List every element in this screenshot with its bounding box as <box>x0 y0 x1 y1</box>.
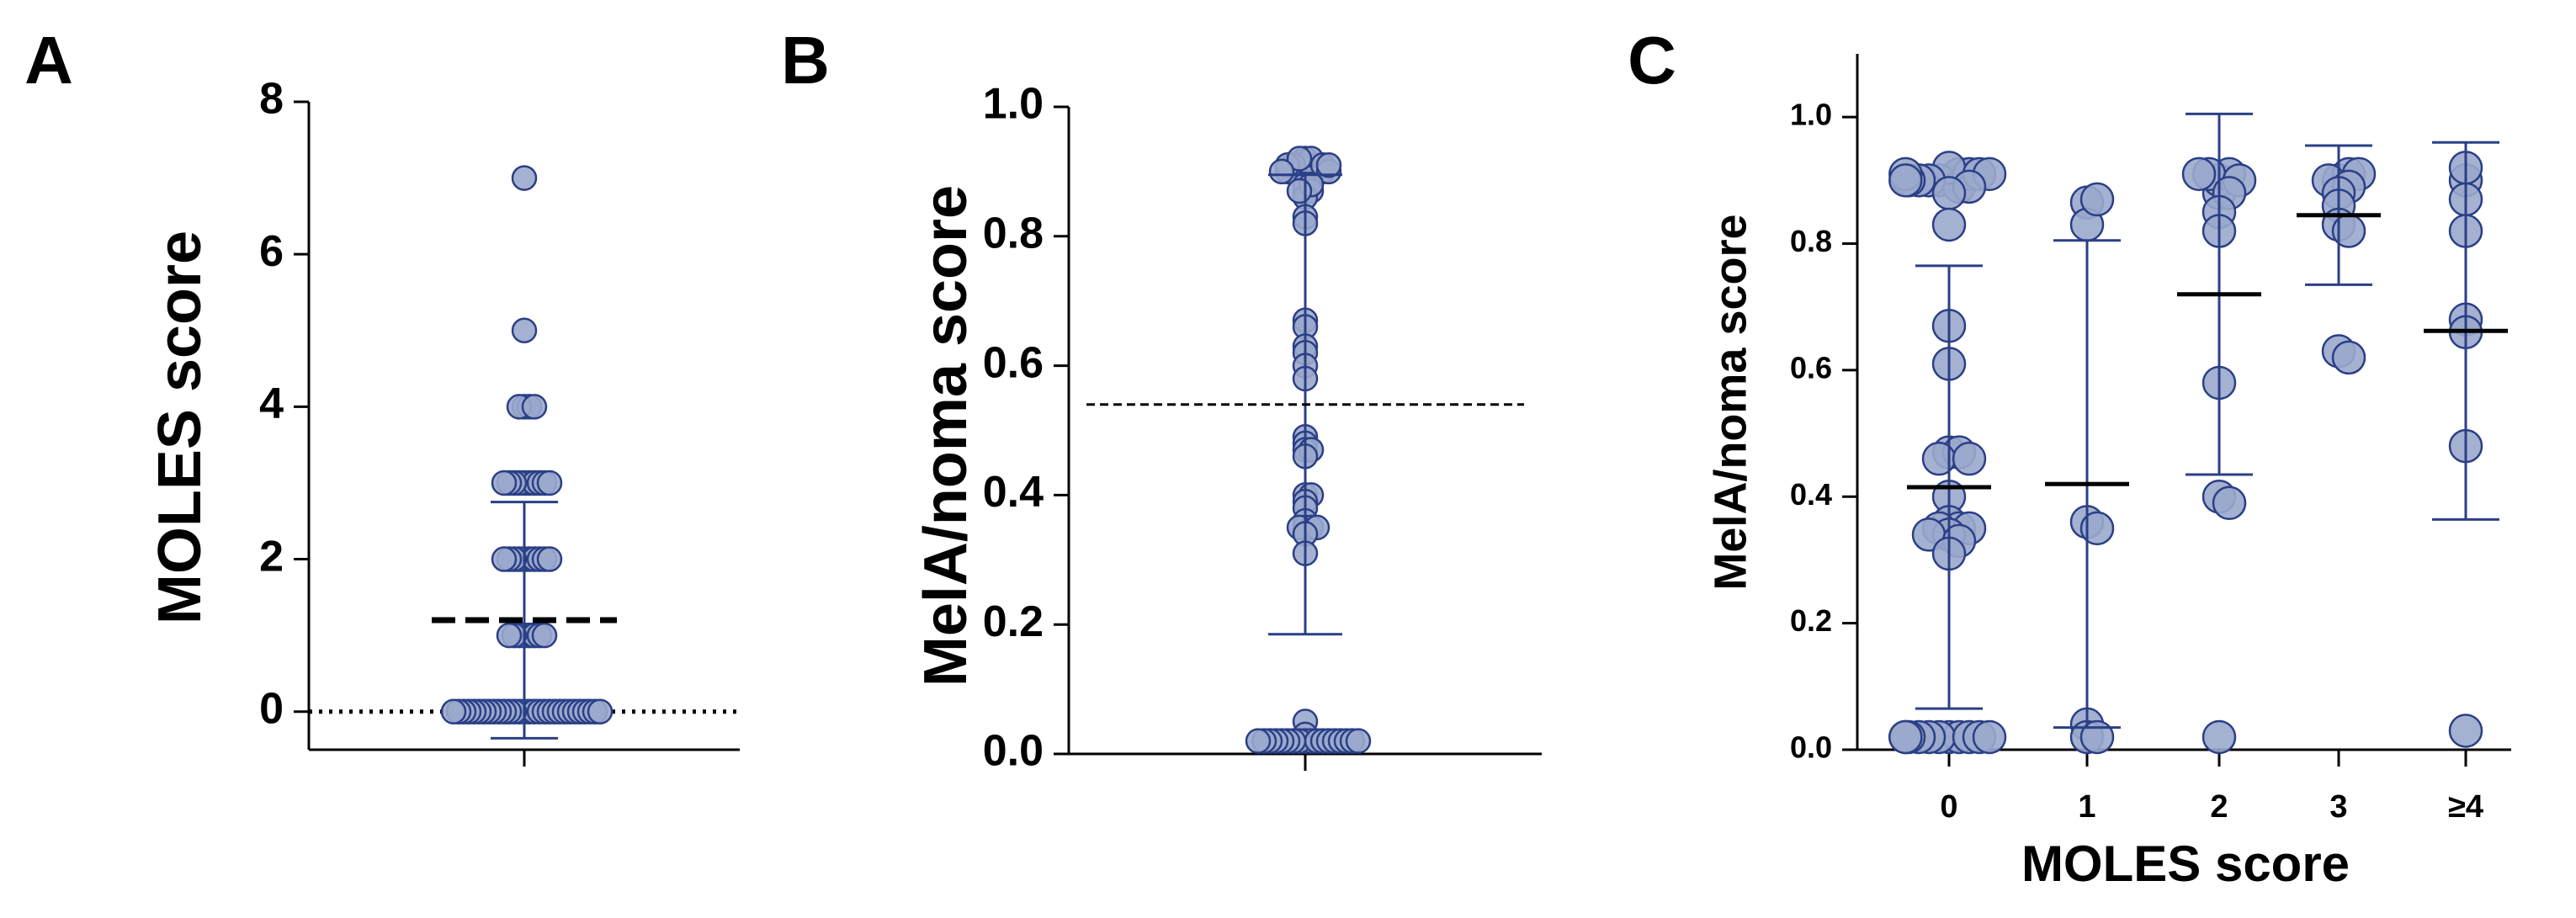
data-point <box>521 394 548 420</box>
data-point <box>1286 146 1313 172</box>
y-tick-label: 0.0 <box>1790 730 1832 765</box>
y-tick-label: 0.2 <box>983 597 1044 646</box>
data-point <box>491 470 518 496</box>
x-axis-label: MOLES score <box>2021 836 2350 892</box>
panel-label: A <box>24 23 73 98</box>
data-point <box>536 470 563 496</box>
data-point <box>2079 719 2115 755</box>
y-tick-label: 2 <box>259 532 284 581</box>
y-tick-label: 1.0 <box>1790 98 1832 132</box>
y-tick-label: 6 <box>259 227 284 276</box>
y-tick-label: 4 <box>259 379 284 428</box>
data-point <box>1315 151 1342 178</box>
data-point <box>2079 182 2115 217</box>
y-tick-label: 0.6 <box>983 338 1044 387</box>
y-tick-label: 0.8 <box>1790 224 1832 258</box>
data-point <box>536 546 563 572</box>
data-point <box>511 317 538 344</box>
data-point <box>1931 176 1967 210</box>
y-tick-label: 8 <box>259 75 284 124</box>
data-point <box>496 622 523 649</box>
y-axis-label: MOLES score <box>146 231 214 624</box>
data-point <box>1345 728 1372 754</box>
data-point <box>1931 207 1967 242</box>
y-tick-label: 1.0 <box>983 80 1044 129</box>
y-axis-label: MelA/noma score <box>912 185 980 687</box>
data-point <box>2448 714 2483 748</box>
y-tick-label: 0.2 <box>1790 603 1832 638</box>
data-point <box>1268 158 1295 185</box>
y-tick-label: 0 <box>259 684 284 733</box>
data-point <box>1245 728 1272 754</box>
y-tick-label: 0.4 <box>1790 477 1832 512</box>
x-tick-label: 2 <box>2210 789 2228 825</box>
y-axis-label: MelA/noma score <box>1705 214 1755 590</box>
data-point <box>2202 719 2237 755</box>
data-point <box>511 165 538 191</box>
x-tick-label: 0 <box>1940 789 1957 825</box>
data-point <box>1952 441 1987 476</box>
y-tick-label: 0.0 <box>983 727 1044 776</box>
data-point <box>2079 511 2115 546</box>
x-tick-label: ≥4 <box>2448 789 2483 825</box>
data-point <box>587 698 613 724</box>
panel-label: B <box>781 23 830 98</box>
panel-label: C <box>1628 23 1676 98</box>
x-tick-label: 3 <box>2329 789 2347 825</box>
y-tick-label: 0.8 <box>983 210 1044 258</box>
data-point <box>1286 178 1313 204</box>
data-point <box>440 698 467 724</box>
data-point <box>2212 486 2247 521</box>
x-tick-label: 1 <box>2078 789 2095 825</box>
data-point <box>1888 719 1923 755</box>
data-point <box>531 622 558 649</box>
data-point <box>2181 157 2217 192</box>
y-tick-label: 0.4 <box>983 468 1044 517</box>
y-tick-label: 0.6 <box>1790 350 1832 385</box>
data-point <box>1972 719 2007 755</box>
data-point <box>491 546 518 572</box>
data-point <box>1888 163 1923 198</box>
data-point <box>2331 340 2366 375</box>
